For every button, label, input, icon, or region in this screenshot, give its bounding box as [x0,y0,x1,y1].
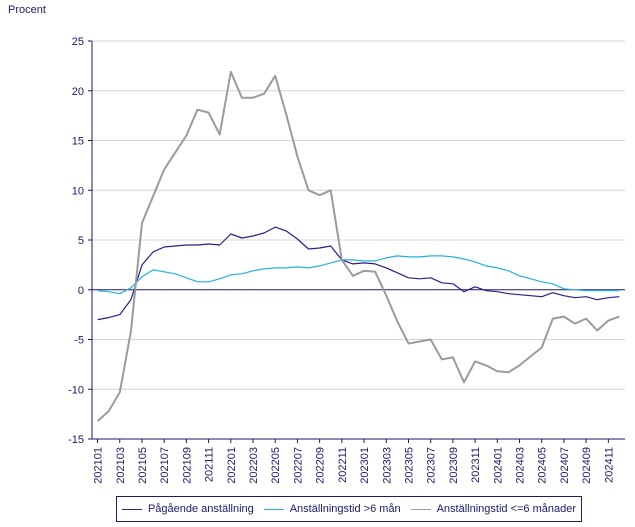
x-axis [91,41,625,440]
legend: Pågående anställning Anställningstid >6 … [116,496,582,522]
x-tick-label: 202409 [581,447,593,484]
legend-swatch [121,508,142,510]
y-tick-label: -15 [68,434,84,446]
x-tick-label: 202103 [115,447,127,484]
x-tick-label: 202411 [603,447,615,483]
y-tick-label: 20 [72,86,84,98]
y-tick-label: 25 [72,36,84,48]
x-tick-label: 202105 [137,447,149,484]
legend-item-pagaende: Pågående anställning [121,503,254,515]
x-tick-label: 202309 [448,447,460,484]
x-tick-label: 202201 [226,447,238,484]
x-tick-label: 202405 [537,447,549,484]
series-line-0 [97,226,620,321]
x-tick-label: 202311 [470,447,482,483]
x-tick-label: 202303 [381,447,393,484]
legend-swatch [410,508,431,510]
x-tick-label: 202111 [204,447,216,482]
series-line-2 [96,70,620,422]
legend-label: Anställningstid <=6 månader [436,503,577,515]
x-tick-label: 202107 [159,447,171,484]
x-tick-label: 202207 [292,447,304,484]
x-tick-label: 202305 [403,447,415,484]
x-tick-label: 202301 [359,447,371,484]
series-lines [96,70,620,422]
y-tick-labels: -15 -10 -5 0 5 10 15 20 25 [68,36,84,446]
gridlines [88,40,625,440]
y-tick-label: 0 [78,285,84,297]
x-tick-label: 202403 [515,447,527,484]
x-tick-label: 202307 [426,447,438,484]
y-tick-label: -5 [74,335,84,347]
x-tick-label: 202109 [181,447,193,484]
legend-item-over-6-man: Anställningstid >6 mån [263,503,401,515]
y-tick-label: 5 [78,235,84,247]
series-line-1 [97,255,620,295]
y-tick-label: 15 [72,136,84,148]
legend-label: Anställningstid >6 mån [289,503,401,515]
x-tick-label: 202101 [93,447,105,484]
legend-item-under-6-manader: Anställningstid <=6 månader [410,503,577,515]
y-axis-label: Procent [8,4,46,16]
x-tick-labels: 202101 202103 202105 202107 202109 202111 2022… [93,439,615,484]
x-tick-label: 202203 [248,447,260,484]
x-tick-label: 202407 [559,447,571,484]
x-tick-label: 202401 [492,447,504,484]
x-tick-label: 202211 [337,447,349,483]
legend-label: Pågående anställning [147,503,254,515]
legend-swatch [263,508,284,510]
y-tick-label: -10 [68,384,84,396]
x-tick-label: 202209 [315,447,327,484]
y-tick-label: 10 [72,185,84,197]
x-tick-label: 202205 [270,447,282,484]
